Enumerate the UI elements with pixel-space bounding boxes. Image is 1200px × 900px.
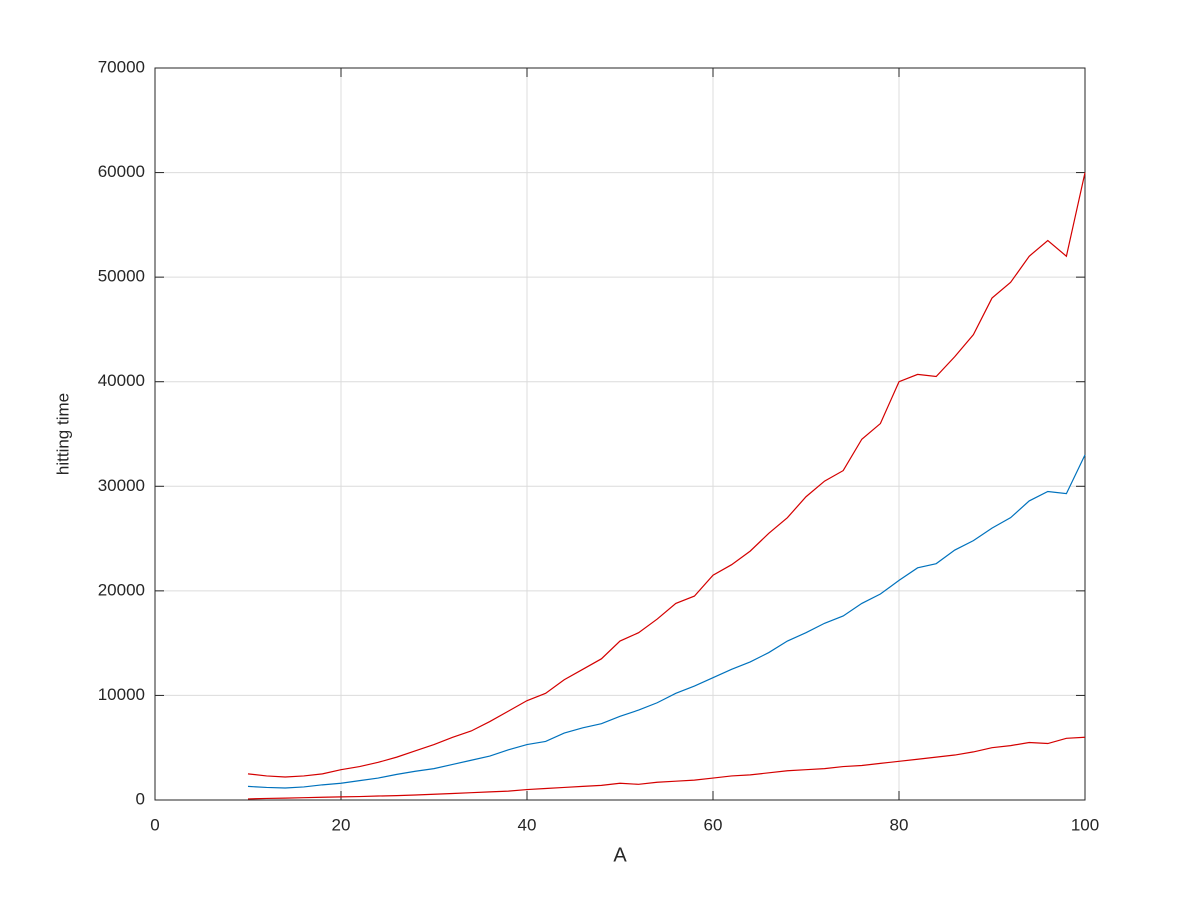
x-axis-label: A xyxy=(613,844,627,866)
y-tick-label: 20000 xyxy=(98,580,145,599)
y-tick-label: 40000 xyxy=(98,371,145,390)
x-tick-label: 0 xyxy=(150,815,159,834)
y-tick-label: 0 xyxy=(136,789,145,808)
y-tick-label: 60000 xyxy=(98,162,145,181)
series-line xyxy=(247,172,1086,778)
x-tick-label: 60 xyxy=(704,815,723,834)
plot-frame xyxy=(154,67,1086,801)
x-tick-label: 100 xyxy=(1071,815,1099,834)
y-tick-label: 70000 xyxy=(98,57,145,76)
y-tick-label: 30000 xyxy=(98,476,145,495)
x-tick-label: 20 xyxy=(332,815,351,834)
x-tick-label: 80 xyxy=(890,815,909,834)
y-tick-label: 10000 xyxy=(98,685,145,704)
y-axis-label: hitting time xyxy=(53,393,72,475)
series-line xyxy=(247,736,1086,800)
series-line xyxy=(247,454,1086,789)
x-tick-label: 40 xyxy=(518,815,537,834)
y-tick-label: 50000 xyxy=(98,267,145,286)
